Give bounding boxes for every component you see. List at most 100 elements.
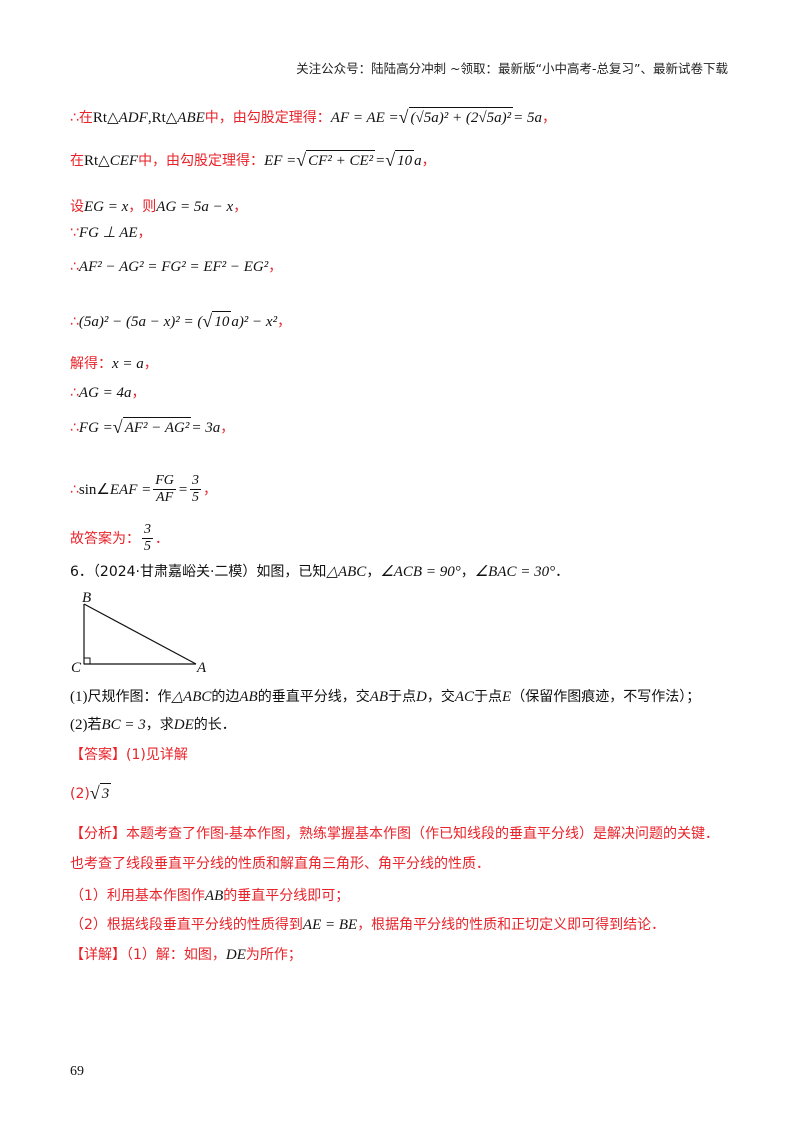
math-expression: AE = BE	[302, 917, 358, 933]
text-segment: 在	[70, 152, 84, 169]
text-line: ∴ sin∠ EAF = FG AF = 3 5，	[70, 473, 217, 506]
math-sqrt: √ 10	[385, 150, 415, 171]
text-line: (1) 尺规作图：作 △ABC 的边 AB 的垂直平分线，交 AB 于点 D ，交 AC 于点 E （保留…	[70, 687, 700, 707]
radical-sign: √	[296, 150, 307, 170]
text-segment: ，	[268, 259, 283, 275]
text-segment: ，交	[426, 689, 455, 705]
text-segment: ，根据角平分线的性质和正切定义即可得到结论．	[357, 917, 666, 933]
math-expression: DE	[225, 947, 246, 963]
denominator: AF	[156, 490, 174, 505]
math-expression: Rt△	[92, 109, 119, 126]
text-line: 在 Rt△ CEF 中，由勾股定理得： EF = √ CF² + CE² = √ 10 a，	[70, 150, 436, 171]
math-expression: BC = 3	[101, 717, 146, 733]
text-segment: (2)	[70, 785, 90, 802]
text-segment: 【答案】(1)见详解	[70, 747, 188, 763]
text-segment: ，	[137, 225, 152, 241]
math-expression: AG = 5a − x	[156, 199, 234, 215]
math-expression: EG = x	[84, 199, 129, 215]
text-line: ∴ (5a)² − (5a − x)² = (√ 10 a)² − x²，	[70, 311, 291, 332]
text-segment: ∴	[70, 259, 79, 275]
math-expression: a	[414, 152, 422, 169]
text-segment: ∵	[70, 225, 79, 241]
label-a: A	[196, 660, 207, 674]
right-angle-mark	[83, 657, 91, 665]
label-c: C	[71, 660, 82, 674]
text-segment: ，	[421, 152, 436, 169]
text-line: ∵ FG ⊥ AE，	[70, 223, 152, 243]
text-segment: ∴在	[70, 109, 93, 126]
text-segment: ∴	[70, 313, 79, 330]
text-segment: （1）利用基本作图作	[70, 888, 205, 904]
text-segment: ，	[131, 385, 146, 401]
text-line: 【详解】（1）解：如图， DE 为所作；	[70, 945, 302, 965]
denominator: 5	[192, 490, 200, 505]
math-expression: =	[375, 152, 386, 169]
text-segment: ，	[366, 564, 381, 580]
numerator: FG	[153, 473, 176, 490]
math-sqrt: √ CF² + CE²	[296, 150, 376, 171]
text-segment: ，则	[128, 199, 157, 215]
math-expression: CEF	[109, 152, 139, 169]
text-line: ∴ AG = 4a，	[70, 383, 146, 403]
side-ab	[83, 603, 197, 665]
text-segment: 的垂直平分线，交	[257, 689, 370, 705]
text-segment: 6．（2024·甘肃嘉峪关·二模）如图，已知	[70, 564, 327, 580]
text-line: 【答案】(1)见详解	[70, 745, 188, 765]
math-expression: △ABC	[326, 564, 367, 580]
math-expression: (2)	[70, 717, 88, 733]
text-segment: 于点	[388, 689, 417, 705]
math-expression: DE	[173, 717, 194, 733]
radicand: AF² − AG²	[122, 417, 192, 438]
text-segment: ∴	[70, 481, 79, 498]
text-segment: ．	[555, 564, 570, 580]
math-expression: AF² − AG² = FG² = EF² − EG²	[78, 259, 269, 275]
text-segment: 故答案为：	[70, 530, 140, 547]
text-segment: ，	[220, 419, 235, 436]
text-line: （2）根据线段垂直平分线的性质得到 AE = BE ，根据角平分线的性质和正切定义即…	[70, 915, 665, 935]
math-expression: ABE	[177, 109, 205, 126]
text-segment: 中，由勾股定理得：	[138, 152, 265, 169]
math-expression: (5a)² − (5a − x)² = (	[78, 313, 203, 330]
text-segment: 解得：	[70, 356, 112, 372]
radicand: 10	[212, 311, 232, 332]
math-expression: (1)	[70, 689, 88, 705]
denominator: 5	[144, 539, 151, 554]
math-expression: △ABC	[171, 689, 212, 705]
math-expression: ∠BAC = 30°	[474, 564, 556, 580]
triangle-figure: B C A	[71, 590, 207, 674]
radical-sign: √	[385, 150, 396, 170]
math-expression: a)² − x²	[231, 313, 278, 330]
math-expression: FG =	[78, 419, 113, 436]
text-segment: （保留作图痕迹，不写作法）；	[511, 689, 701, 705]
radicand: 10	[395, 150, 415, 171]
text-line: 设 EG = x ，则 AG = 5a − x，	[70, 197, 247, 217]
math-fraction: FG AF	[153, 473, 176, 506]
text-line: (2) √ 3	[70, 783, 112, 804]
text-segment: ，	[233, 199, 248, 215]
text-segment: ∴	[70, 385, 79, 401]
text-segment: 中，由勾股定理得：	[204, 109, 331, 126]
math-expression: =	[177, 481, 189, 498]
text-segment: 尺规作图：作	[87, 689, 172, 705]
math-expression: EAF =	[109, 481, 152, 498]
math-expression: D	[416, 689, 427, 705]
page-number: 69	[70, 1064, 84, 1079]
text-segment: 【详解】（1）解：如图，	[70, 947, 226, 963]
radicand: CF² + CE²	[306, 150, 376, 171]
text-line: 【分析】本题考查了作图-基本作图，熟练掌握基本作图（作已知线段的垂直平分线）是解…	[70, 824, 719, 844]
text-segment: 若	[87, 717, 102, 733]
text-segment: 也考查了线段垂直平分线的性质和解直角三角形、角平分线的性质．	[70, 856, 490, 872]
label-b: B	[82, 590, 91, 606]
text-line: （1）利用基本作图作 AB 的垂直平分线即可；	[70, 886, 349, 906]
math-expression: ,Rt△	[147, 109, 178, 126]
radical-sign: √	[202, 311, 213, 331]
text-segment: ∴	[70, 419, 79, 436]
math-expression: Rt△	[84, 152, 110, 169]
math-expression: EF =	[264, 152, 297, 169]
radicand: (√5a)² + (2√5a)²	[408, 107, 514, 128]
math-expression: AB	[204, 888, 224, 904]
math-expression: AF = AE =	[330, 109, 399, 126]
